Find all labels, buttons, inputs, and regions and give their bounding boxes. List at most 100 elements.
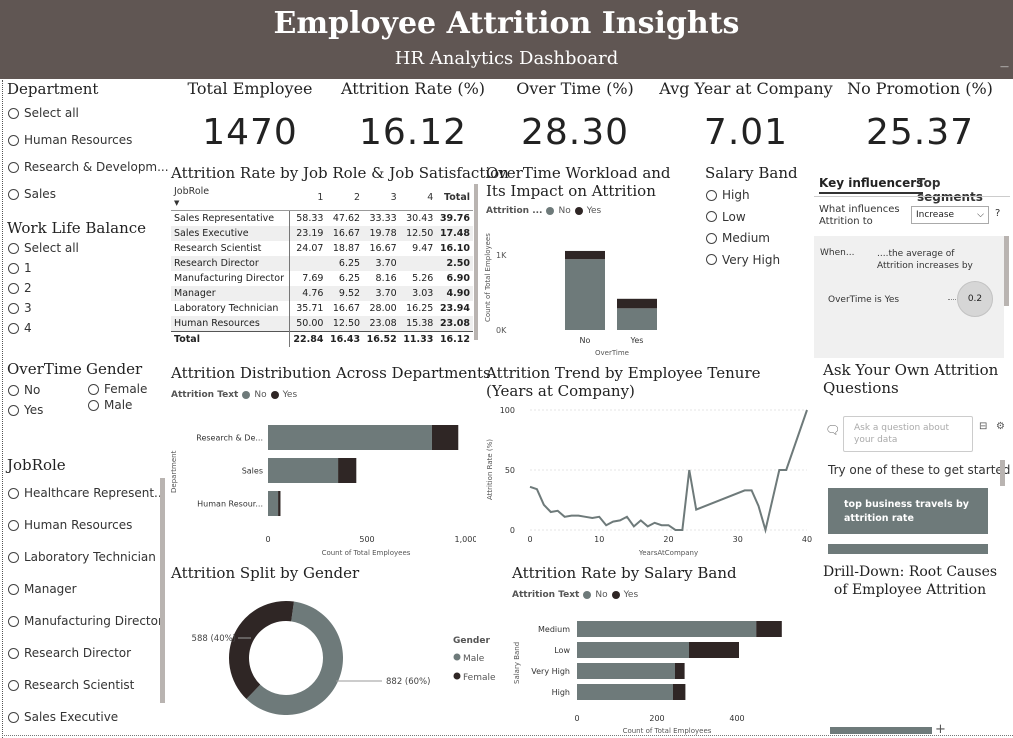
table-cell: 47.62 <box>332 213 361 224</box>
qna-input[interactable]: Ask a question about your data <box>843 416 973 452</box>
qna-suggestion-button-2[interactable] <box>828 544 988 554</box>
table-cell: 30.43 <box>406 213 434 224</box>
ki-bubble[interactable]: 0.2 <box>957 281 993 317</box>
radio-icon[interactable] <box>706 232 717 244</box>
radio-icon[interactable] <box>8 519 19 531</box>
jobrole-option[interactable]: Laboratory Technician <box>8 550 156 564</box>
x-tick-label: 30 <box>733 535 743 544</box>
table-row[interactable]: Research Director 6.25 3.70 2.50 <box>171 256 473 271</box>
matrix-column-header[interactable]: 1 <box>289 184 327 211</box>
legend-no-dot <box>242 391 251 399</box>
radio-icon[interactable] <box>706 254 717 265</box>
kpi-value: 25.37 <box>865 112 975 153</box>
radio-icon[interactable] <box>8 583 19 595</box>
matrix-column-header[interactable]: Total <box>436 184 473 211</box>
table-row[interactable]: Laboratory Technician 35.71 16.67 28.00 16.2… <box>171 301 473 316</box>
matrix-column-header[interactable]: JobRole ▼ <box>171 184 290 211</box>
radio-icon[interactable] <box>8 282 19 294</box>
jobrole-option[interactable]: Research Director <box>8 646 131 660</box>
work_life_balance-option[interactable]: 2 <box>8 281 32 295</box>
table-row[interactable]: Human Resources 50.00 12.50 23.08 15.38 23.08 <box>171 316 473 332</box>
radio-icon[interactable] <box>8 161 19 173</box>
radio-icon[interactable] <box>8 188 19 200</box>
radio-icon[interactable] <box>8 302 19 314</box>
overtime-option[interactable]: No <box>8 383 40 397</box>
tab-top-segments[interactable]: Top segments <box>917 176 983 204</box>
table-row[interactable]: Research Scientist 24.07 18.87 16.67 9.47 16.… <box>171 241 473 256</box>
radio-icon[interactable] <box>706 211 717 222</box>
drill-bar[interactable] <box>830 727 932 734</box>
radio-icon[interactable] <box>8 134 19 146</box>
table-row[interactable]: Manufacturing Director 7.69 6.25 8.16 5.26 6.… <box>171 271 473 286</box>
department-option[interactable]: Research & Developm... <box>8 160 169 174</box>
work_life_balance-option[interactable]: 1 <box>8 261 32 275</box>
radio-icon[interactable] <box>8 384 19 396</box>
qna-title: Ask Your Own Attrition Questions <box>823 361 999 397</box>
comment-icon[interactable]: 🗨 <box>825 423 841 437</box>
matrix-column-header[interactable]: 2 <box>326 184 364 211</box>
work_life_balance-option[interactable]: Select all <box>8 241 79 255</box>
ki-dropdown[interactable]: Increase ⌵ <box>911 206 989 224</box>
radio-icon[interactable] <box>8 487 19 499</box>
radio-icon[interactable] <box>8 551 19 563</box>
jobrole-scrollbar[interactable] <box>160 478 165 703</box>
jobrole-option[interactable]: Healthcare Represent... <box>8 486 165 500</box>
matrix-scrollbar[interactable] <box>474 184 478 340</box>
table-row[interactable]: Sales Executive 23.19 16.67 19.78 12.50 17.48 <box>171 226 473 241</box>
table-row[interactable]: Manager 4.76 9.52 3.70 3.03 4.90 <box>171 286 473 301</box>
jobrole-option[interactable]: Human Resources <box>8 518 132 532</box>
salary_band-option[interactable]: Low <box>706 210 746 224</box>
ki-scrollbar[interactable] <box>1004 236 1009 306</box>
work_life_balance-option[interactable]: 4 <box>8 321 32 335</box>
jobrole-option[interactable]: Manufacturing Director <box>8 614 163 628</box>
help-icon[interactable]: ? <box>995 208 1001 219</box>
jobrole-option-label: Manager <box>24 582 77 596</box>
radio-icon[interactable] <box>8 711 19 723</box>
tab-key-influencers[interactable]: Key influencers <box>819 176 924 194</box>
table-cell: 22.84 <box>289 331 327 347</box>
overtime-option[interactable]: Yes <box>8 403 43 417</box>
salary-legend: Attrition Text No Yes <box>512 590 638 600</box>
radio-icon[interactable] <box>8 679 19 691</box>
radio-icon[interactable] <box>8 242 19 254</box>
work_life_balance-option[interactable]: 3 <box>8 301 32 315</box>
radio-icon[interactable] <box>706 189 717 201</box>
jobrole-option[interactable]: Research Scientist <box>8 678 134 692</box>
department-option[interactable]: Human Resources <box>8 133 132 147</box>
header-banner: Employee Attrition Insights HR Analytics… <box>0 0 1013 79</box>
x-tick-label: 0 <box>527 535 532 544</box>
qna-suggestion-button[interactable]: top business travels by attrition rate <box>828 488 988 534</box>
dept-legend-title: Attrition Text <box>171 390 239 400</box>
jobrole-option[interactable]: Sales Executive <box>8 710 118 724</box>
table-cell: Manufacturing Director <box>171 271 290 286</box>
radio-icon[interactable] <box>8 262 19 274</box>
salary_band-option[interactable]: High <box>706 188 750 202</box>
radio-icon[interactable] <box>88 399 99 411</box>
qna-format-icon[interactable]: ⊟ <box>979 421 988 432</box>
department-option[interactable]: Select all <box>8 106 79 120</box>
minimize-icon[interactable]: — <box>1000 62 1009 72</box>
table-row[interactable]: Sales Representative 58.33 47.62 33.33 30.43… <box>171 210 473 226</box>
radio-icon[interactable] <box>8 404 19 416</box>
salary_band-option[interactable]: Medium <box>706 231 770 245</box>
y-axis-label: Attrition Rate (%) <box>486 439 494 500</box>
gender-option[interactable]: Male <box>88 398 132 412</box>
radio-icon[interactable] <box>8 615 19 627</box>
jobrole-option[interactable]: Manager <box>8 582 77 596</box>
radio-icon[interactable] <box>8 647 19 659</box>
ki-factor[interactable]: OverTime is Yes <box>828 295 900 305</box>
radio-icon[interactable] <box>8 322 19 334</box>
radio-icon[interactable] <box>88 383 99 395</box>
radio-icon[interactable] <box>8 107 19 119</box>
department-option[interactable]: Sales <box>8 187 56 201</box>
matrix-column-header[interactable]: 4 <box>399 184 437 211</box>
series-line <box>529 409 808 534</box>
table-cell: Manager <box>171 286 290 301</box>
salary_band-option[interactable]: Very High <box>706 253 780 267</box>
gender-option[interactable]: Female <box>88 382 147 396</box>
table-cell: 4.90 <box>436 286 473 301</box>
gear-icon[interactable]: ⚙ <box>996 421 1005 432</box>
matrix-column-header[interactable]: 3 <box>363 184 400 211</box>
plus-icon[interactable]: + <box>935 722 946 737</box>
qna-scrollbar[interactable] <box>1000 460 1005 486</box>
